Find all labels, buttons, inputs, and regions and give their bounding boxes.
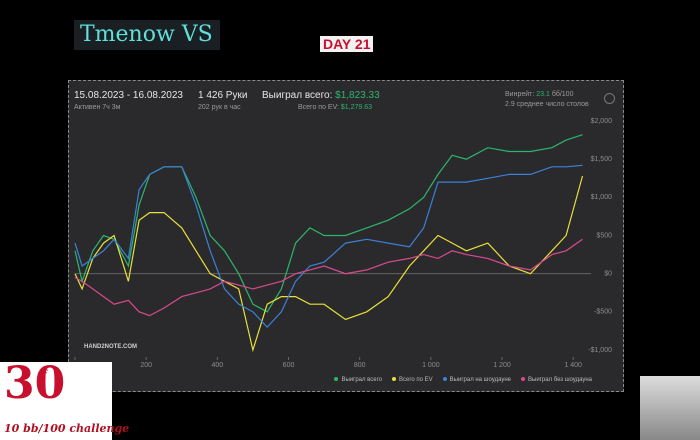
chart-panel <box>68 80 624 392</box>
legend-item[interactable]: Всего по EV <box>392 377 433 383</box>
y-tick-label: $1,500 <box>591 156 613 163</box>
counter: 30 <box>4 358 66 409</box>
ev-label: Всего по EV: <box>298 104 339 111</box>
x-tick-label: 1 400 <box>564 362 582 369</box>
x-tick-label: 1 000 <box>422 362 440 369</box>
winrate-unit: бб/100 <box>551 91 574 98</box>
winrate-label: Винрейт: <box>505 91 535 98</box>
legend-dot <box>334 377 339 381</box>
y-tick-label: -$1,000 <box>588 347 612 354</box>
rate: 202 рук в час <box>198 104 241 111</box>
legend-item[interactable]: Выиграл всего <box>334 377 382 383</box>
winrate: Винрейт: 23.1 бб/100 <box>505 91 573 98</box>
legend-dot <box>392 377 397 381</box>
legend-label: Выиграл на шоудауне <box>449 377 511 383</box>
series-line <box>74 238 583 317</box>
ev: Всего по EV: $1,279.63 <box>298 104 372 111</box>
series-line <box>74 134 583 313</box>
y-tick-label: $2,000 <box>591 118 613 125</box>
challenge: 10 bb/100 challenge <box>4 422 130 435</box>
legend-label: Выиграл всего <box>341 377 383 383</box>
settings-icon[interactable] <box>604 93 615 104</box>
counter-box <box>0 362 112 440</box>
x-tick-label: 1 200 <box>493 362 511 369</box>
legend-dot <box>442 377 447 381</box>
won-label: Выиграл всего: <box>262 90 333 101</box>
x-tick-label: 600 <box>283 362 295 369</box>
hands: 1 426 Руки <box>198 90 248 101</box>
legend: Выиграл всего Всего по EV Выиграл на шоуда… <box>334 377 592 383</box>
y-tick-label: -$500 <box>594 309 612 316</box>
series-line <box>74 175 584 353</box>
day-label: DAY 21 <box>320 36 374 52</box>
y-tick-label: $0 <box>604 271 612 278</box>
legend-dot <box>521 377 525 381</box>
tables: 2.9 среднее число столов <box>505 101 589 108</box>
ev-value: $1,279.63 <box>340 104 373 111</box>
dates: 15.08.2023 - 16.08.2023 <box>74 90 183 101</box>
legend-label: Всего по EV <box>399 377 433 383</box>
x-tick-label: 800 <box>354 362 366 369</box>
legend-label: Выиграл без шоудауна <box>528 377 592 383</box>
badge: Tmenow VS <box>74 20 220 50</box>
legend-item[interactable]: Выиграл на шоудауне <box>442 377 511 383</box>
winrate-value: 23.1 <box>536 91 550 98</box>
x-tick-label: 400 <box>212 362 224 369</box>
won: Выиграл всего: $1,823.33 <box>262 90 380 101</box>
won-value: $1,823.33 <box>335 90 380 101</box>
y-tick-label: $500 <box>596 232 612 239</box>
x-tick-label: 200 <box>140 362 152 369</box>
avatar <box>640 376 700 440</box>
active: Активен 7ч 3м <box>74 104 121 111</box>
brand: HAND2NOTE.COM <box>84 344 138 350</box>
legend-item[interactable]: Выиграл без шоудауна <box>521 377 592 383</box>
series-line <box>74 164 583 328</box>
y-tick-label: $1,000 <box>591 194 613 201</box>
